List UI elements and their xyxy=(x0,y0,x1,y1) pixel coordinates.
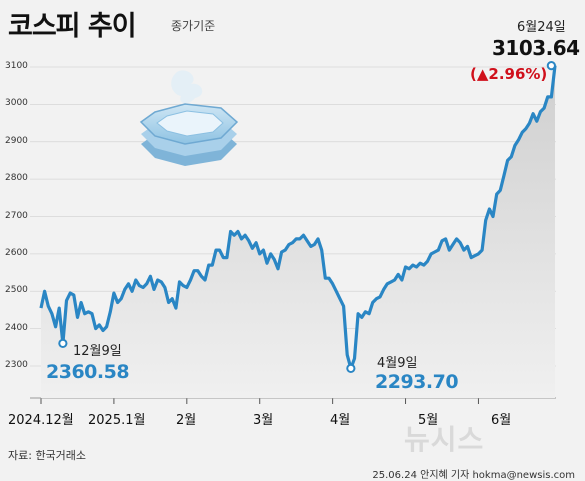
y-tick-label: 2900 xyxy=(5,135,28,146)
annotation-date-low-apr: 4월9일 xyxy=(377,356,418,371)
chart-illustration-icon xyxy=(139,70,239,166)
annotation-point-marker xyxy=(346,363,356,373)
watermark: 뉴시스 xyxy=(404,423,485,456)
annotation-value-low-apr: 2293.70 xyxy=(375,371,459,393)
source-note: 자료: 한국거래소 xyxy=(8,449,87,462)
y-tick-label: 2500 xyxy=(5,285,28,296)
y-tick-label: 2800 xyxy=(5,173,28,184)
x-tick-label: 2025.1월 xyxy=(88,413,146,428)
markers xyxy=(58,61,556,373)
annotation-change-last: (▲2.96%) xyxy=(470,65,548,83)
y-tick-label: 3000 xyxy=(5,98,28,109)
page-title: 코스피 추이 xyxy=(8,11,137,42)
annotation-value-low-dec: 2360.58 xyxy=(46,361,130,383)
annotation-value-last: 3103.64 xyxy=(492,36,580,60)
y-tick-label: 3100 xyxy=(5,61,28,71)
y-tick-label: 2400 xyxy=(5,322,28,333)
x-tick-label: 2월 xyxy=(176,413,197,428)
y-tick-label: 2700 xyxy=(5,210,28,221)
x-tick-label: 4월 xyxy=(330,413,351,428)
series-line xyxy=(39,65,557,370)
page-subtitle: 종가기준 xyxy=(171,19,216,33)
area-fill xyxy=(41,65,555,398)
annotation-point-marker xyxy=(58,338,68,348)
x-tick-label: 6월 xyxy=(491,413,512,428)
annotation-point-marker xyxy=(546,61,556,71)
y-tick-label: 2600 xyxy=(5,247,28,258)
annotation-date-last: 6월24일 xyxy=(517,20,566,35)
y-tick-label: 2300 xyxy=(5,360,28,370)
x-tick-label: 5월 xyxy=(418,413,439,428)
annotation-date-low-dec: 12월9일 xyxy=(73,344,122,359)
x-tick-label: 3월 xyxy=(253,413,274,428)
x-tick-label: 2024.12월 xyxy=(8,413,74,428)
credit-note: 25.06.24 안지혜 기자 hokma@newsis.com xyxy=(372,470,575,481)
